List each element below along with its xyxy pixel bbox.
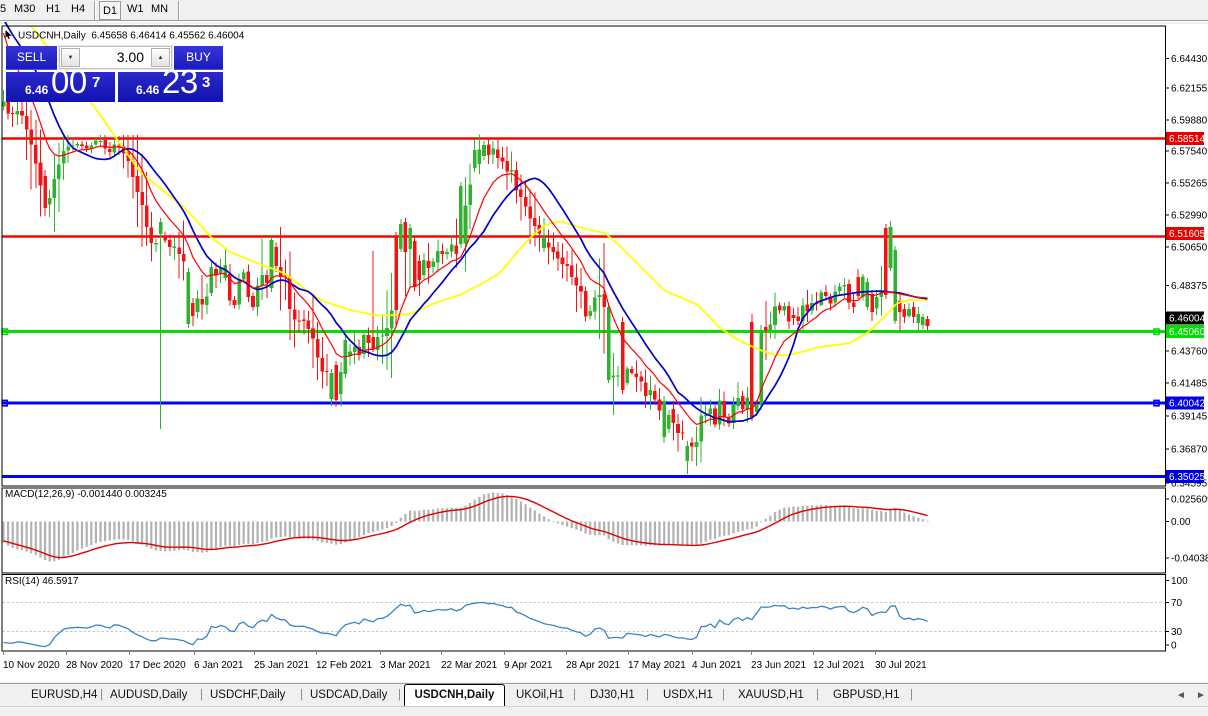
svg-text:6.64430: 6.64430: [1171, 54, 1208, 65]
svg-text:12 Feb 2021: 12 Feb 2021: [316, 660, 373, 671]
svg-text:28 Apr 2021: 28 Apr 2021: [566, 660, 620, 671]
svg-text:4 Jun 2021: 4 Jun 2021: [692, 660, 742, 671]
svg-text:RSI(14) 46.5917: RSI(14) 46.5917: [5, 576, 79, 587]
svg-text:6.48375: 6.48375: [1171, 281, 1208, 292]
svg-text:6.43760: 6.43760: [1171, 347, 1208, 358]
svg-text:30 Jul 2021: 30 Jul 2021: [875, 660, 927, 671]
svg-text:6.55265: 6.55265: [1171, 179, 1208, 190]
svg-text:10 Nov 2020: 10 Nov 2020: [3, 660, 60, 671]
svg-text:6.59880: 6.59880: [1171, 116, 1208, 127]
svg-text:USDCNH,Daily 6.45658 6.46414: USDCNH,Daily 6.45658 6.46414 6.45562 6.4…: [18, 31, 245, 42]
svg-text:70: 70: [1171, 598, 1183, 609]
svg-text:6.39145: 6.39145: [1171, 412, 1208, 423]
svg-text:0.025609: 0.025609: [1171, 495, 1208, 506]
svg-text:6.50650: 6.50650: [1171, 243, 1208, 254]
svg-text:-0.040386: -0.040386: [1171, 554, 1208, 565]
svg-text:6.45060: 6.45060: [1169, 327, 1206, 338]
svg-text:6.51605: 6.51605: [1169, 229, 1206, 240]
svg-text:0.00: 0.00: [1171, 517, 1191, 528]
svg-text:28 Nov 2020: 28 Nov 2020: [66, 660, 123, 671]
svg-text:6.46004: 6.46004: [1169, 314, 1206, 325]
svg-text:23 Jun 2021: 23 Jun 2021: [751, 660, 806, 671]
svg-text:6 Jan 2021: 6 Jan 2021: [194, 660, 244, 671]
svg-text:9 Apr 2021: 9 Apr 2021: [504, 660, 553, 671]
svg-text:0: 0: [1171, 641, 1177, 652]
svg-text:6.36870: 6.36870: [1171, 445, 1208, 456]
svg-text:MACD(12,26,9) -0.001440 0.0032: MACD(12,26,9) -0.001440 0.003245: [5, 489, 167, 500]
svg-text:17 May 2021: 17 May 2021: [628, 660, 686, 671]
svg-text:17 Dec 2020: 17 Dec 2020: [129, 660, 186, 671]
svg-text:6.52990: 6.52990: [1171, 211, 1208, 222]
svg-text:6.57540: 6.57540: [1171, 147, 1208, 158]
svg-text:6.35025: 6.35025: [1169, 472, 1206, 483]
svg-text:3 Mar 2021: 3 Mar 2021: [380, 660, 431, 671]
svg-text:30: 30: [1171, 627, 1183, 638]
svg-text:6.34595: 6.34595: [1171, 479, 1208, 490]
svg-text:6.41485: 6.41485: [1171, 379, 1208, 390]
svg-text:6.62155: 6.62155: [1171, 84, 1208, 95]
svg-text:6.40042: 6.40042: [1169, 399, 1206, 410]
svg-text:6.58514: 6.58514: [1169, 134, 1206, 145]
svg-text:25 Jan 2021: 25 Jan 2021: [254, 660, 309, 671]
svg-text:100: 100: [1171, 576, 1188, 587]
svg-text:12 Jul 2021: 12 Jul 2021: [813, 660, 865, 671]
svg-text:22 Mar 2021: 22 Mar 2021: [441, 660, 498, 671]
